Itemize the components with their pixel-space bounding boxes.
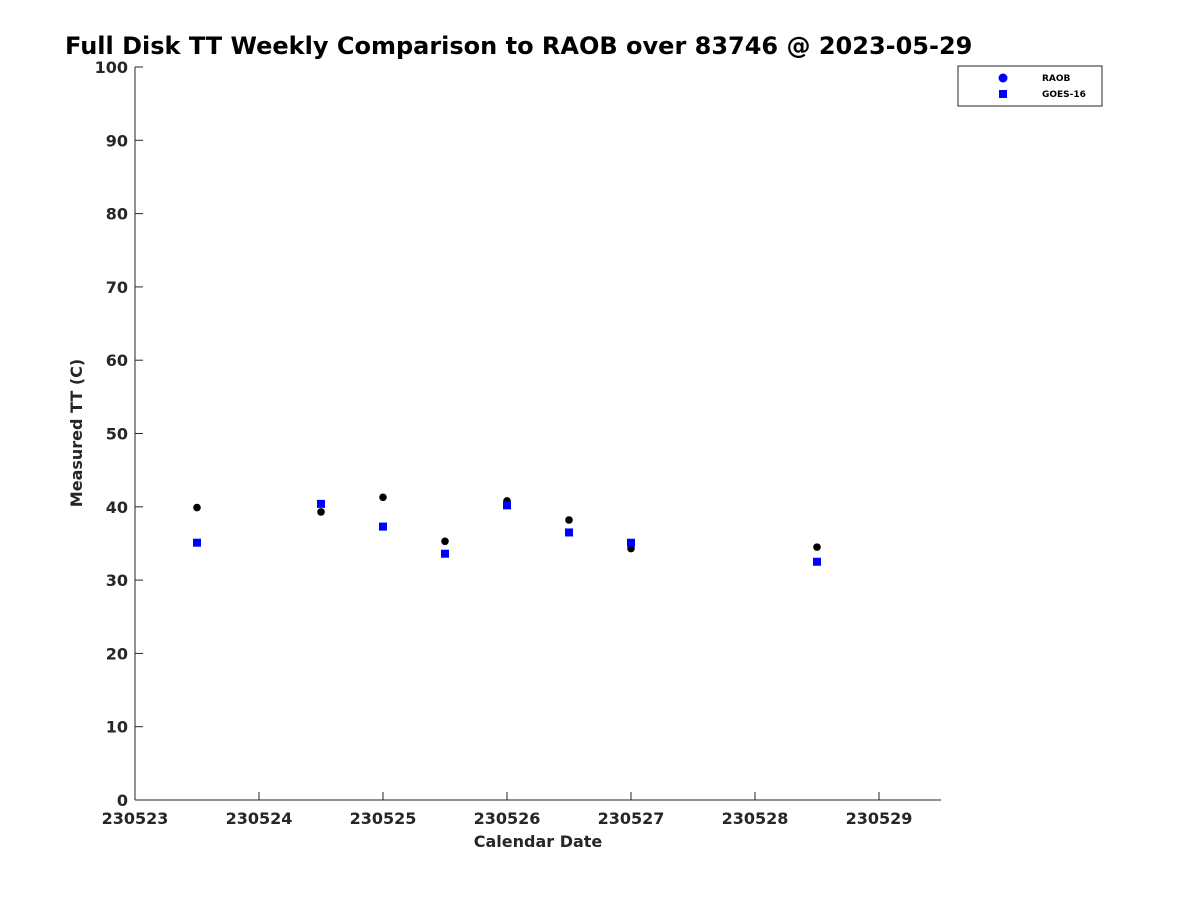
y-axis-label: Measured TT (C) [67, 359, 86, 507]
y-tick-label: 70 [106, 278, 128, 297]
raob-point [813, 543, 821, 551]
y-tick-label: 80 [106, 205, 128, 224]
legend-box [957, 65, 1103, 107]
chart-title: Full Disk TT Weekly Comparison to RAOB o… [65, 32, 972, 60]
x-tick-label: 230527 [598, 809, 665, 828]
raob-point [565, 516, 573, 524]
x-tick-label: 230524 [226, 809, 293, 828]
x-tick-label: 230523 [102, 809, 169, 828]
y-tick-label: 10 [106, 718, 128, 737]
y-tick-label: 90 [106, 131, 128, 150]
legend-label: RAOB [1042, 74, 1071, 84]
legend: RAOB GOES-16 [957, 65, 1103, 107]
y-tick-label: 40 [106, 498, 128, 517]
y-tick-label: 20 [106, 644, 128, 663]
y-tick-label: 100 [95, 58, 128, 77]
x-tick-label: 230525 [350, 809, 417, 828]
goes-16-point [565, 528, 573, 537]
plot-axes [134, 67, 941, 801]
legend-marker-raob [998, 73, 1008, 83]
x-tick-label: 230528 [722, 809, 789, 828]
y-tick-label: 50 [106, 425, 128, 444]
raob-point [441, 537, 449, 546]
x-tick-label: 230529 [846, 809, 913, 828]
y-tick-label: 0 [117, 791, 128, 810]
raob-point [193, 503, 201, 512]
x-tick-label: 230526 [474, 809, 541, 828]
goes-16-point [379, 522, 387, 531]
y-tick-label: 30 [106, 571, 128, 590]
x-axis-label: Calendar Date [474, 832, 603, 851]
legend-marker-goes-16 [999, 90, 1007, 98]
axis-ticks: 0 10 20 30 40 50 60 70 80 90 100 230523 230524 230525… [95, 58, 913, 828]
goes-16-point [441, 549, 449, 558]
goes-16-point [813, 557, 821, 566]
series-goes-16 [193, 499, 821, 566]
goes-16-point [503, 501, 511, 510]
data-points [193, 493, 821, 566]
raob-point [379, 493, 387, 502]
goes-16-point [317, 499, 325, 508]
goes-16-point [627, 538, 635, 547]
y-tick-label: 60 [106, 351, 128, 370]
raob-point [317, 508, 325, 516]
goes-16-point [193, 538, 201, 547]
legend-label: GOES-16 [1042, 90, 1086, 100]
